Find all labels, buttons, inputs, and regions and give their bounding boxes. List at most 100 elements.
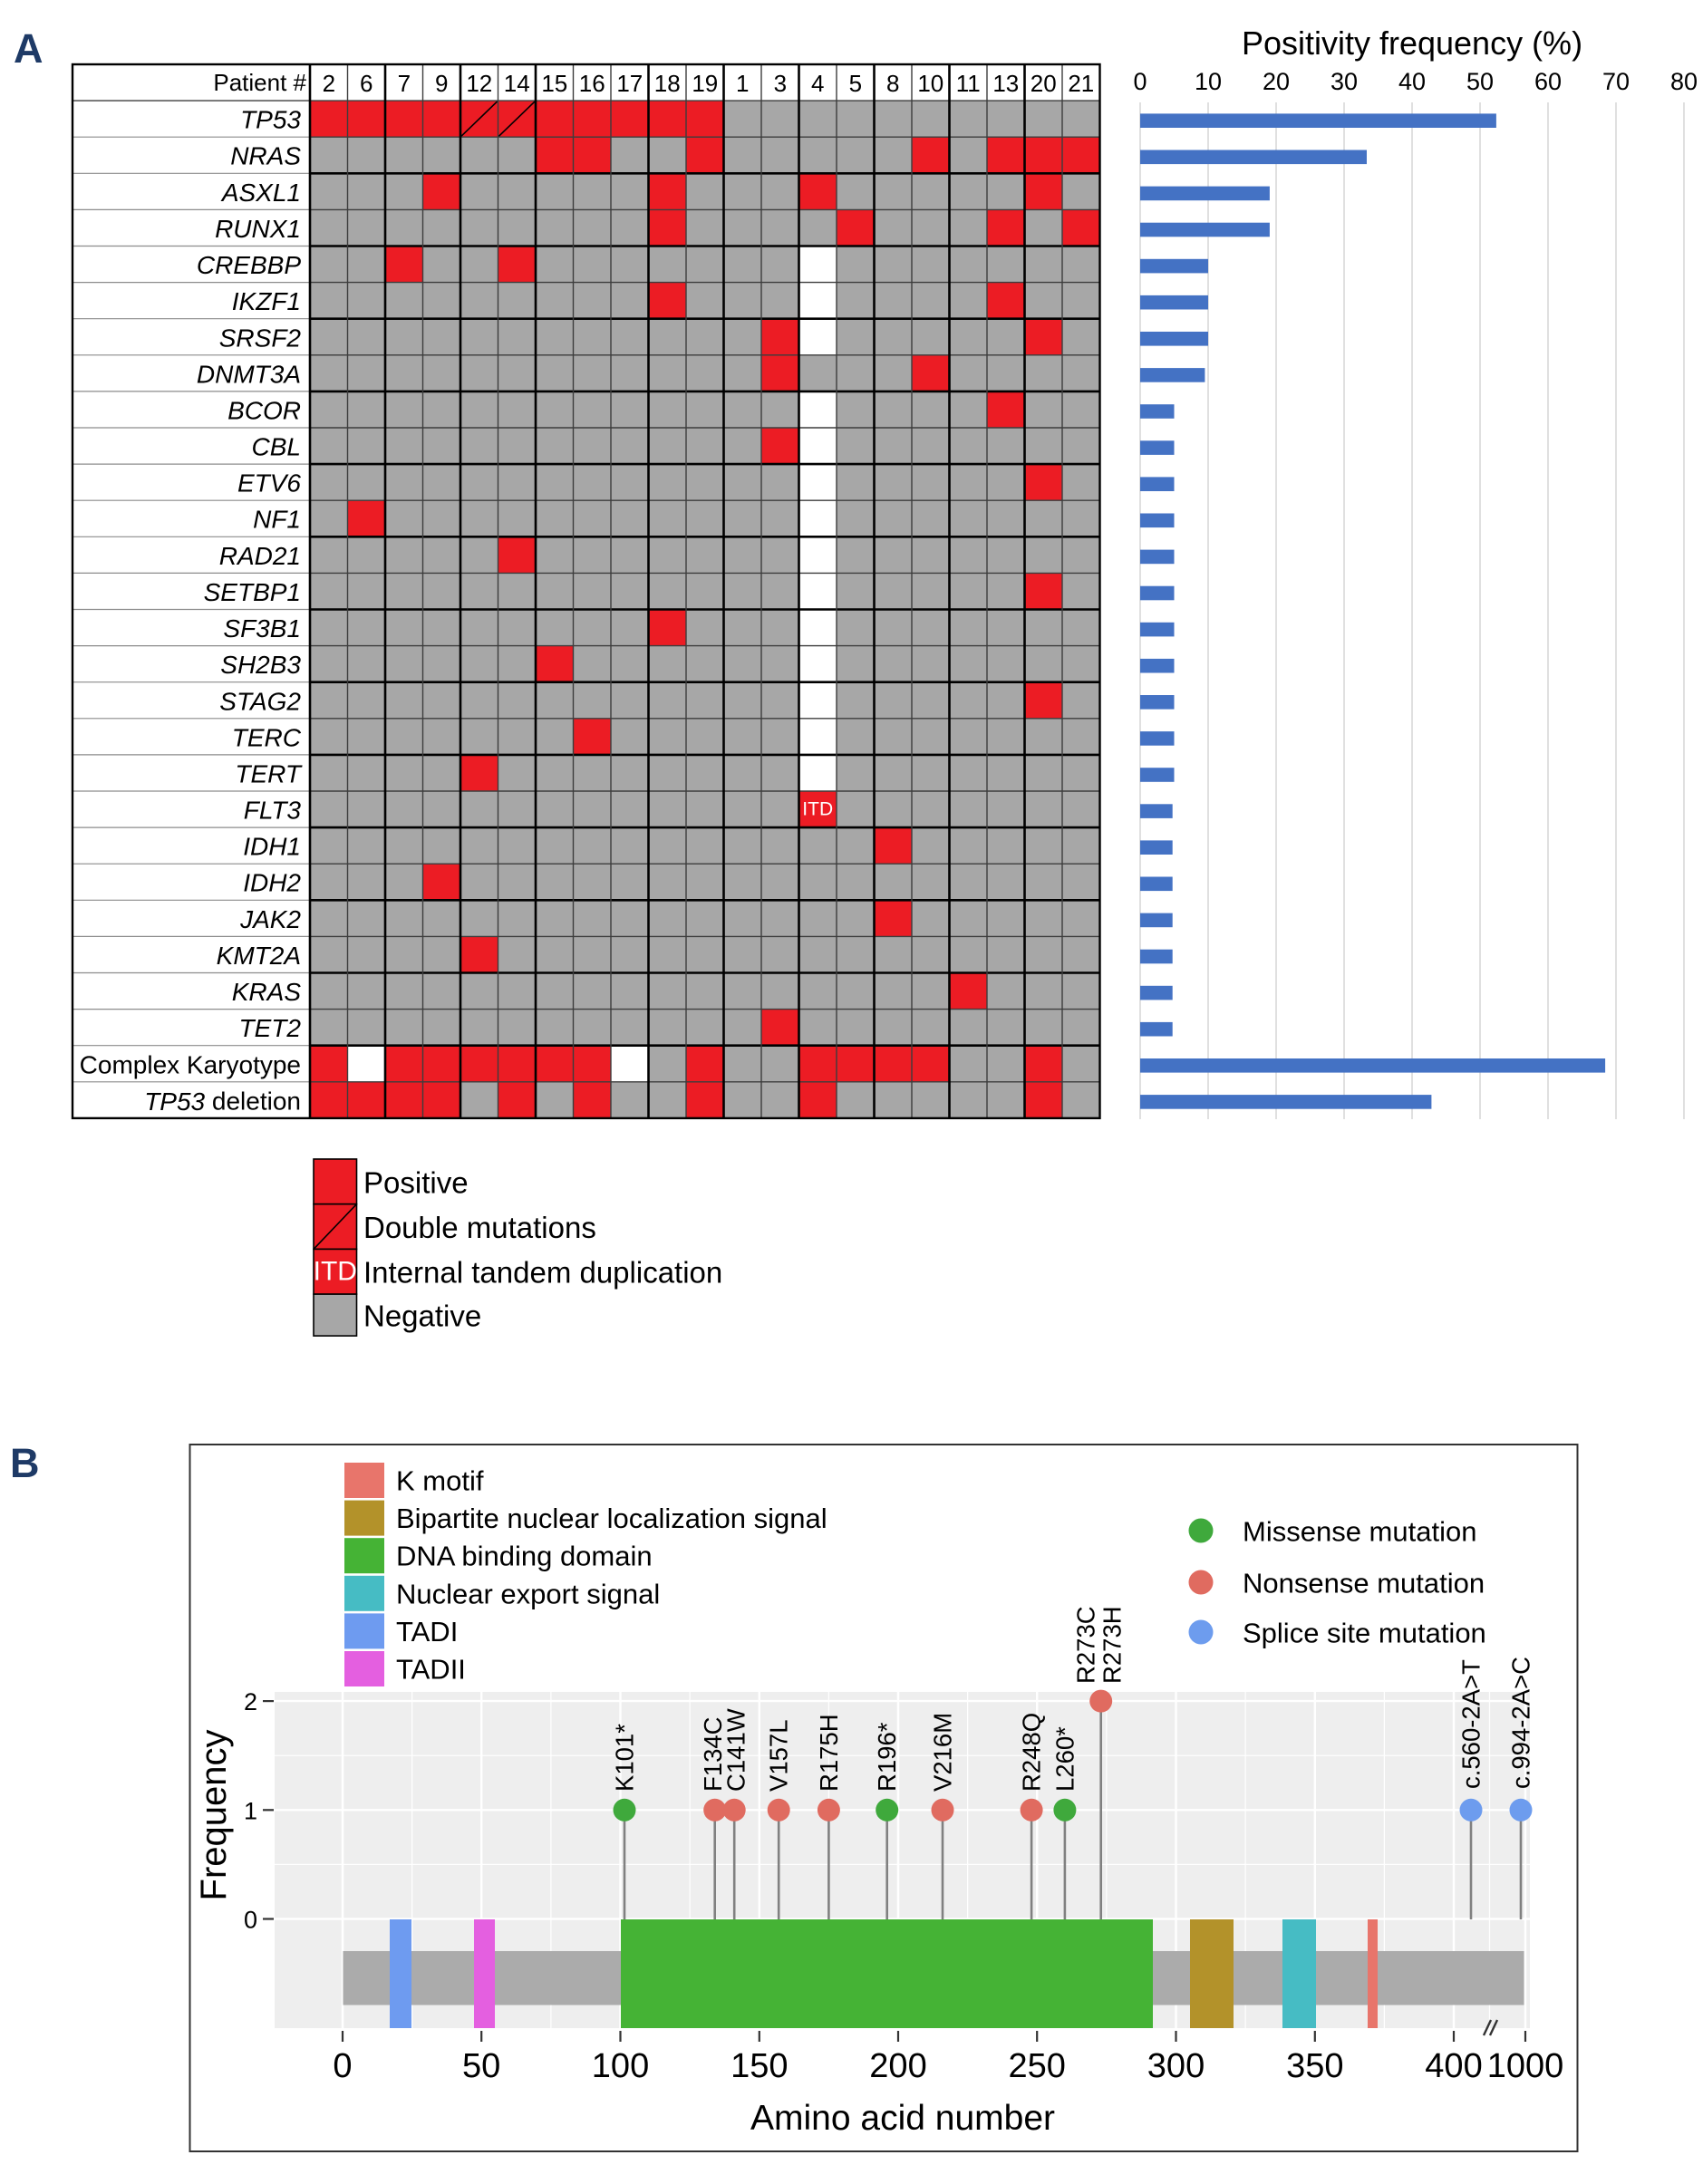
svg-text:R248Q: R248Q [1018,1713,1046,1792]
svg-text:3: 3 [774,70,787,97]
svg-text:Bipartite nuclear localization: Bipartite nuclear localization signal [396,1503,827,1534]
svg-text:19: 19 [692,70,718,97]
svg-text:Missense mutation: Missense mutation [1243,1516,1476,1548]
svg-text:13: 13 [992,70,1019,97]
svg-text:200: 200 [869,2047,926,2085]
svg-text:12: 12 [466,70,492,97]
svg-text:IDH1: IDH1 [243,833,301,861]
svg-text:Splice site mutation: Splice site mutation [1243,1618,1486,1649]
svg-text:NF1: NF1 [253,506,301,534]
svg-text:15: 15 [541,70,567,97]
svg-text:5: 5 [849,70,862,97]
svg-text:c.560-2A>T: c.560-2A>T [1457,1659,1485,1789]
svg-text:KMT2A: KMT2A [217,942,301,970]
svg-text:Internal tandem duplication: Internal tandem duplication [363,1256,722,1290]
svg-text:Frequency: Frequency [194,1730,234,1901]
svg-text:250: 250 [1008,2047,1065,2085]
svg-text:R175H: R175H [815,1714,843,1792]
svg-text:1: 1 [736,70,749,97]
svg-text:21: 21 [1068,70,1094,97]
svg-text:Double mutations: Double mutations [363,1211,596,1244]
svg-text:7: 7 [398,70,411,97]
svg-text:TADII: TADII [396,1654,466,1686]
svg-text:Positive: Positive [363,1165,469,1199]
svg-text:BCOR: BCOR [227,396,301,424]
svg-text:DNMT3A: DNMT3A [197,360,301,388]
svg-text:4: 4 [811,70,824,97]
svg-text:150: 150 [731,2047,788,2085]
svg-text:IDH2: IDH2 [243,869,301,897]
svg-text:JAK2: JAK2 [239,905,301,933]
svg-text:Amino acid number: Amino acid number [750,2099,1055,2138]
svg-text:ASXL1: ASXL1 [220,179,301,207]
svg-text:IKZF1: IKZF1 [232,287,301,315]
svg-text:A: A [14,25,44,72]
svg-text:2: 2 [244,1688,257,1715]
svg-text:CBL: CBL [252,433,301,461]
svg-text:DNA binding domain: DNA binding domain [396,1541,653,1572]
svg-text:CREBBP: CREBBP [197,251,301,279]
svg-text:Patient #: Patient # [213,69,306,96]
svg-text:14: 14 [504,70,530,97]
svg-text:1000: 1000 [1487,2047,1564,2085]
svg-text:0: 0 [244,1907,257,1934]
svg-text:60: 60 [1534,68,1562,95]
svg-text:100: 100 [592,2047,649,2085]
svg-text:SRSF2: SRSF2 [219,324,302,352]
svg-text:6: 6 [360,70,373,97]
svg-text:V157L: V157L [765,1719,793,1792]
svg-text:ITD: ITD [802,799,833,820]
svg-text:L260*: L260* [1050,1726,1079,1792]
svg-text:300: 300 [1147,2047,1205,2085]
svg-text:ITD: ITD [314,1257,357,1287]
svg-text:Complex Karyotype: Complex Karyotype [80,1050,301,1078]
svg-text:0: 0 [1133,68,1147,95]
svg-text:9: 9 [435,70,448,97]
svg-text:16: 16 [579,70,605,97]
svg-text:400: 400 [1425,2047,1482,2085]
svg-text:R196*: R196* [873,1722,901,1792]
svg-text:TERT: TERT [235,760,302,788]
svg-text:SH2B3: SH2B3 [220,651,301,679]
svg-text:30: 30 [1330,68,1358,95]
svg-text:V216M: V216M [929,1713,957,1792]
svg-text:TP53 deletion: TP53 deletion [144,1087,301,1115]
svg-text:Negative: Negative [363,1300,481,1333]
svg-text:SETBP1: SETBP1 [204,578,301,606]
svg-text:NRAS: NRAS [230,142,301,170]
svg-text:2: 2 [323,70,335,97]
svg-text:c.994-2A>C: c.994-2A>C [1507,1657,1535,1789]
svg-text:1: 1 [244,1797,257,1824]
svg-text:TET2: TET2 [239,1014,302,1042]
svg-text:F134C: F134C [699,1716,727,1792]
svg-text:0: 0 [333,2047,352,2085]
svg-text:10: 10 [917,70,943,97]
svg-text:20: 20 [1031,70,1057,97]
svg-text:RAD21: RAD21 [219,542,301,570]
svg-text:TADI: TADI [396,1616,458,1648]
svg-text:10: 10 [1195,68,1222,95]
svg-text:ETV6: ETV6 [237,469,301,498]
svg-text:Positivity frequency (%): Positivity frequency (%) [1242,24,1582,62]
svg-text:40: 40 [1398,68,1426,95]
svg-text:K motif: K motif [396,1465,484,1497]
svg-text:R273C: R273C [1072,1606,1100,1684]
svg-text:50: 50 [1466,68,1494,95]
svg-text:KRAS: KRAS [232,978,302,1006]
svg-text:70: 70 [1602,68,1630,95]
svg-text:SF3B1: SF3B1 [223,614,301,643]
svg-text:STAG2: STAG2 [219,687,301,715]
svg-text:50: 50 [462,2047,500,2085]
svg-text:FLT3: FLT3 [244,797,302,825]
svg-text:K101*: K101* [611,1724,639,1792]
svg-text:TP53: TP53 [240,106,301,134]
svg-text:350: 350 [1286,2047,1343,2085]
svg-text:B: B [10,1440,40,1486]
svg-text:17: 17 [616,70,643,97]
svg-text:R273H: R273H [1098,1606,1127,1684]
svg-text:RUNX1: RUNX1 [215,215,301,243]
svg-text:80: 80 [1670,68,1698,95]
svg-text:18: 18 [654,70,681,97]
svg-text:C141W: C141W [722,1708,750,1792]
svg-text:11: 11 [956,70,981,97]
